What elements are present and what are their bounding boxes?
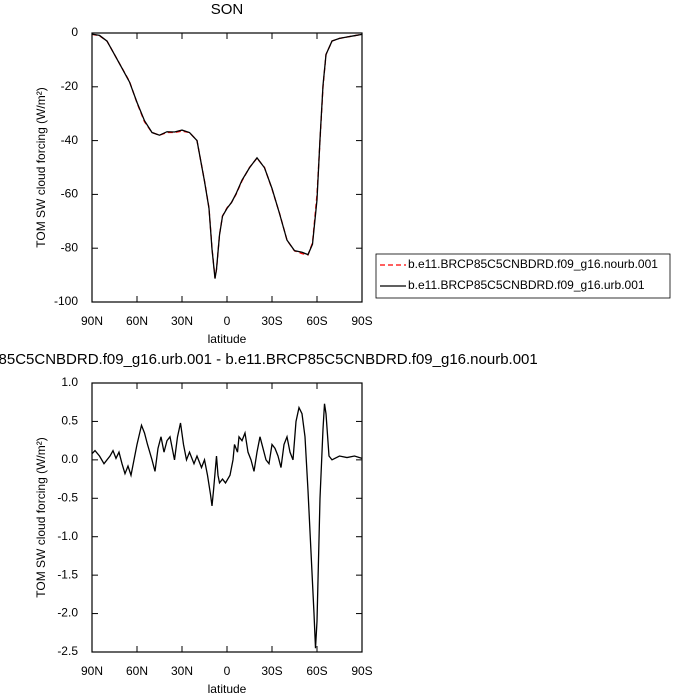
x-tick-label: 90S: [351, 664, 372, 678]
y-tick-label: 0: [71, 25, 78, 39]
y-tick-label: -2.0: [57, 606, 78, 620]
x-tick-label: 60S: [306, 664, 327, 678]
data-line: [91, 403, 363, 649]
x-tick-label: 0: [224, 664, 231, 678]
x-tick-label: 30N: [171, 314, 193, 328]
y-tick-label: -1.0: [57, 529, 78, 543]
y-tick-label: -100: [54, 294, 78, 308]
y-tick-label: -1.5: [57, 567, 78, 581]
y-tick-label: 1.0: [61, 375, 78, 389]
chart-title: SON: [211, 1, 244, 18]
x-tick-label: 0: [224, 314, 231, 328]
x-tick-label: 90N: [81, 314, 103, 328]
legend-label: b.e11.BRCP85C5CNBDRD.f09_g16.nourb.001: [408, 257, 658, 271]
legend: b.e11.BRCP85C5CNBDRD.f09_g16.nourb.001 b.…: [375, 253, 671, 299]
y-tick-label: -40: [61, 133, 79, 147]
legend-label: b.e11.BRCP85C5CNBDRD.f09_g16.urb.001: [408, 278, 645, 292]
x-axis-label: latitude: [208, 332, 247, 346]
x-tick-label: 30N: [171, 664, 193, 678]
x-tick-label: 60N: [126, 664, 148, 678]
x-tick-label: 90S: [351, 314, 372, 328]
data-line: [91, 33, 363, 279]
y-tick-label: 0.0: [61, 452, 78, 466]
y-tick-label: -0.5: [57, 490, 78, 504]
legend-box: [375, 253, 671, 299]
x-tick-label: 90N: [81, 664, 103, 678]
y-tick-label: 0.5: [61, 414, 78, 428]
x-tick-label: 60N: [126, 314, 148, 328]
plot-frame: [91, 382, 363, 653]
y-tick-label: -20: [61, 79, 79, 93]
x-axis-label: latitude: [208, 682, 247, 696]
y-tick-label: -80: [61, 240, 79, 254]
plot-frame: [91, 32, 363, 303]
x-tick-label: 30S: [261, 664, 282, 678]
y-tick-label: -2.5: [57, 644, 78, 658]
y-axis-label: TOM SW cloud forcing (W/m²): [34, 87, 48, 247]
y-axis-label: TOM SW cloud forcing (W/m²): [34, 437, 48, 597]
y-tick-label: -60: [61, 187, 79, 201]
x-tick-label: 30S: [261, 314, 282, 328]
chart-title: b.e11.BRCP85C5CNBDRD.f09_g16.urb.001 - b…: [0, 351, 538, 368]
data-line: [91, 33, 363, 278]
x-tick-label: 60S: [306, 314, 327, 328]
